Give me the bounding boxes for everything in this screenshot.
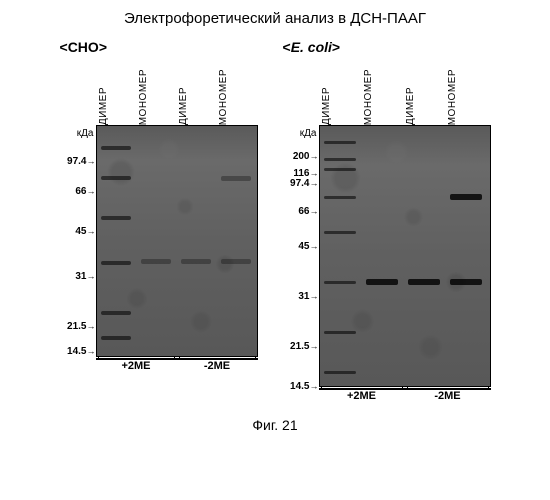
mw-marker: 31→	[75, 272, 95, 282]
mw-marker: 21.5→	[67, 322, 95, 332]
mw-marker: 21.5→	[290, 342, 318, 352]
lane-labels-cho: ДИМЕРМОНОМЕРДИМЕРМОНОМЕР	[96, 59, 258, 125]
condition-plus2me: +2ME	[319, 389, 405, 402]
mw-marker: 97.4→	[67, 157, 95, 167]
mw-marker: 31→	[298, 292, 318, 302]
lane-label: МОНОМЕР	[447, 69, 489, 125]
figure-number: Фиг. 21	[10, 417, 540, 433]
gel-band	[324, 158, 356, 161]
gel-band	[141, 259, 171, 264]
gel-band	[101, 176, 131, 180]
mw-marker: 200→	[293, 152, 319, 162]
gel-band	[408, 279, 440, 285]
gel-noise	[320, 126, 490, 386]
gel-band	[221, 259, 251, 264]
gel-image-ecoli	[319, 125, 491, 387]
gel-area-cho: кДа 97.4→66→45→31→21.5→14.5→ ДИМЕРМОНОМЕ…	[60, 59, 258, 372]
panel-ecoli: <E. coli> кДа 200→116→97.4→66→45→31→21.5…	[283, 39, 491, 402]
figure-title: Электрофоретический анализ в ДСН-ПААГ	[10, 10, 540, 27]
panel-ecoli-title: <E. coli>	[283, 39, 491, 55]
gel-band	[101, 216, 131, 220]
gel-band	[221, 176, 251, 181]
marker-column-ecoli: кДа 200→116→97.4→66→45→31→21.5→14.5→	[283, 76, 319, 402]
lane-label: ДИМЕР	[405, 87, 447, 125]
lane-labels-ecoli: ДИМЕРМОНОМЕРДИМЕРМОНОМЕР	[319, 59, 491, 125]
gel-band	[366, 279, 398, 285]
mw-marker: 45→	[298, 242, 318, 252]
lane-label: МОНОМЕР	[138, 69, 178, 125]
conditions-ecoli: +2ME -2ME	[319, 388, 491, 402]
lane-label: ДИМЕР	[98, 87, 138, 125]
gel-band	[450, 279, 482, 285]
mw-marker: 97.4→	[290, 179, 318, 189]
panel-cho-title: <CHO>	[60, 39, 258, 55]
gel-image-cho	[96, 125, 258, 357]
mw-marker: 45→	[75, 227, 95, 237]
conditions-cho: +2ME -2ME	[96, 358, 258, 372]
gel-band	[101, 146, 131, 150]
mw-marker: 66→	[75, 187, 95, 197]
gel-band	[324, 371, 356, 374]
gel-band	[324, 231, 356, 234]
condition-minus2me: -2ME	[405, 389, 491, 402]
gel-band	[324, 141, 356, 144]
marker-column-cho: кДа 97.4→ 66→ 45→ 31→ 21.5→ 14.5→	[60, 76, 96, 372]
lane-label: МОНОМЕР	[363, 69, 405, 125]
kda-label: кДа	[300, 128, 317, 139]
gel-band	[181, 259, 211, 264]
kda-label: кДа	[77, 128, 94, 139]
lane-label: МОНОМЕР	[218, 69, 258, 125]
gel-band	[450, 194, 482, 200]
condition-plus2me: +2ME	[96, 359, 177, 372]
gel-band	[101, 311, 131, 315]
panels-row: <CHO> кДа 97.4→ 66→ 45→ 31→ 21.5→ 14.5→ ДИМЕР…	[10, 39, 540, 402]
mw-marker: 66→	[298, 207, 318, 217]
gel-area-ecoli: кДа 200→116→97.4→66→45→31→21.5→14.5→ ДИМ…	[283, 59, 491, 402]
gel-band	[324, 168, 356, 171]
lane-label: ДИМЕР	[178, 87, 218, 125]
gel-noise	[97, 126, 257, 356]
mw-marker: 14.5→	[290, 382, 318, 392]
gel-band	[101, 336, 131, 340]
gel-band	[324, 331, 356, 334]
condition-minus2me: -2ME	[177, 359, 258, 372]
gel-column-cho: ДИМЕРМОНОМЕРДИМЕРМОНОМЕР +2ME -2ME	[96, 59, 258, 372]
mw-marker: 14.5→	[67, 347, 95, 357]
panel-cho: <CHO> кДа 97.4→ 66→ 45→ 31→ 21.5→ 14.5→ ДИМЕР…	[60, 39, 258, 402]
gel-band	[101, 261, 131, 265]
gel-band	[324, 196, 356, 199]
gel-band	[324, 281, 356, 284]
gel-column-ecoli: ДИМЕРМОНОМЕРДИМЕРМОНОМЕР +2ME -2ME	[319, 59, 491, 402]
lane-label: ДИМЕР	[321, 87, 363, 125]
